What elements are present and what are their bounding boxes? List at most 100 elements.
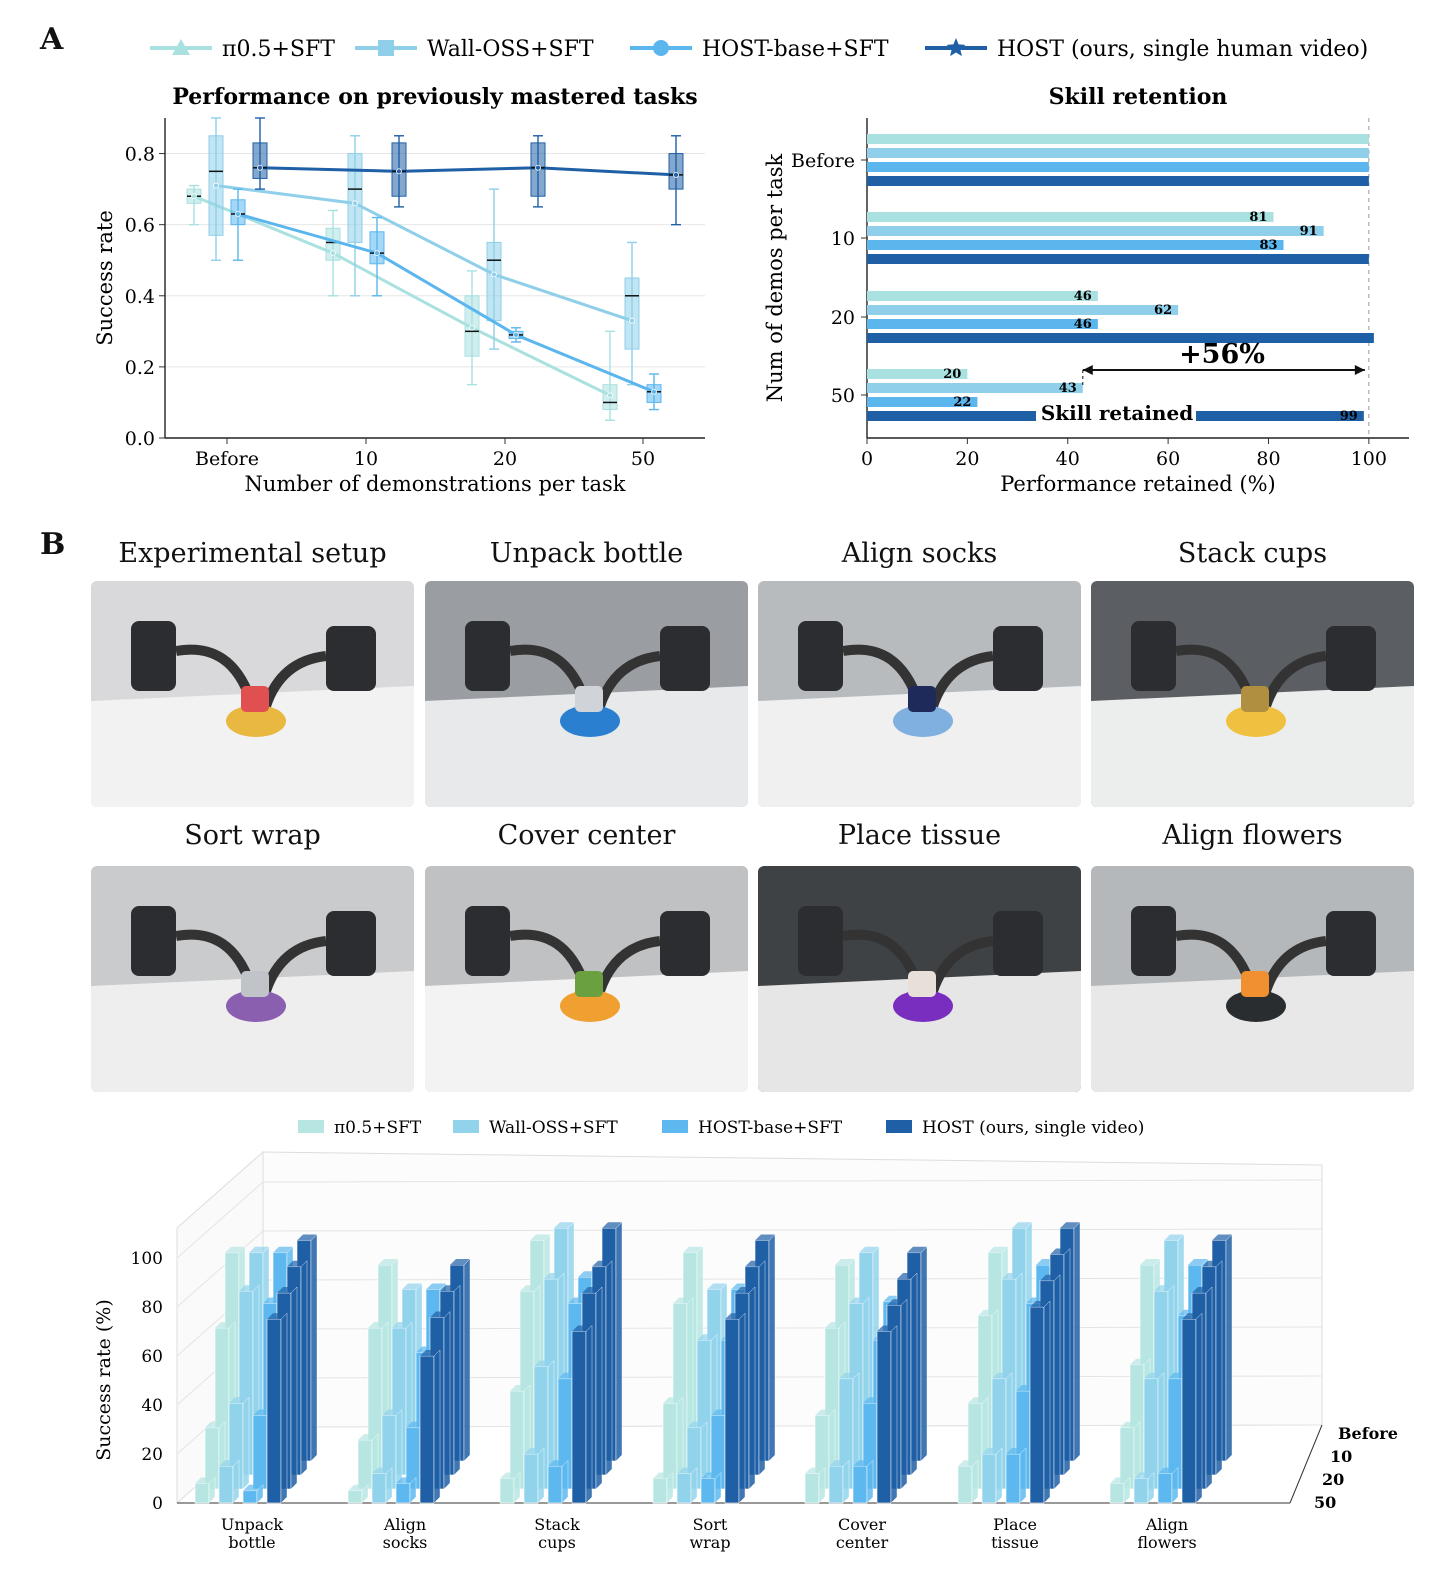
chart3-bar-side xyxy=(409,1476,417,1504)
chart3-bar-side xyxy=(1205,1286,1213,1490)
chart3-bar-top xyxy=(835,1259,855,1265)
chart3-bar-side xyxy=(920,1246,928,1462)
chart2-bar-label: 46 xyxy=(1074,317,1092,332)
legend-label: π0.5+SFT xyxy=(222,37,335,62)
chart3-category-label: Stack xyxy=(534,1515,580,1534)
chart3-bar-side xyxy=(714,1472,722,1504)
chart2-delta-label: +56% xyxy=(1179,339,1265,370)
chart3-bar-top xyxy=(701,1472,721,1479)
chart3-bar-side xyxy=(1215,1260,1223,1476)
chart3-gridline xyxy=(176,1230,264,1308)
chart3-bar-top xyxy=(602,1222,622,1229)
chart3-bar-top xyxy=(1134,1472,1154,1479)
chart3-bar-side xyxy=(537,1447,545,1504)
legend-marker-triangle xyxy=(172,39,190,55)
chart3-bar-top xyxy=(725,1313,745,1320)
chart3-bar xyxy=(676,1473,692,1504)
chart3-bar-top xyxy=(277,1287,297,1293)
chart1-mean-point xyxy=(513,331,519,338)
chart1-mean-point xyxy=(374,250,380,257)
chart3-legend-label: Wall-OSS+SFT xyxy=(489,1118,618,1138)
chart3-bar-top xyxy=(426,1283,446,1290)
chart3-bar xyxy=(828,1465,844,1504)
chart2-bar xyxy=(867,369,968,379)
chart1-mean-point xyxy=(469,324,475,331)
chart2-bar-label: 22 xyxy=(953,395,971,410)
chart3-bar xyxy=(547,1465,563,1504)
chart1-ytick-label: 0.6 xyxy=(125,215,155,237)
chart3-bar xyxy=(357,1439,373,1490)
chart3-bar-side xyxy=(561,1459,569,1504)
chart2-bar-label: 81 xyxy=(1249,210,1267,225)
chart3-bar-top xyxy=(1120,1421,1140,1428)
chart1-box xyxy=(369,231,385,265)
chart3-bar-top xyxy=(1110,1477,1130,1484)
chart3-bar-top xyxy=(450,1259,470,1265)
chart3-legend-swatch xyxy=(662,1120,688,1133)
chart3-bar xyxy=(1133,1478,1149,1504)
chart3-bar-top xyxy=(582,1287,602,1293)
chart3-bar-top xyxy=(402,1283,422,1290)
chart3-ytick-label: 40 xyxy=(141,1396,163,1416)
chart3-bar-top xyxy=(420,1350,440,1356)
chart2-bar xyxy=(867,162,1369,172)
chart3-bar-top xyxy=(372,1467,392,1474)
chart3-bar-top xyxy=(348,1484,368,1491)
chart3-bar-top xyxy=(687,1421,707,1428)
chart3-bar xyxy=(957,1465,973,1504)
chart1-mean-point xyxy=(213,182,219,189)
chart3-ytick-label: 20 xyxy=(141,1445,163,1465)
chart3-bar-top xyxy=(548,1460,568,1467)
chart3-bar-side xyxy=(1073,1221,1081,1462)
chart1-box xyxy=(668,153,684,190)
chart3-bar-side xyxy=(615,1221,623,1462)
chart3-bar xyxy=(571,1331,587,1504)
chart3-bar-side xyxy=(910,1272,918,1476)
chart2-delta-arrowhead xyxy=(1354,365,1365,375)
panel-b-label: B xyxy=(40,527,66,562)
chart3-bar-top xyxy=(378,1259,398,1265)
chart3-bar-top xyxy=(859,1246,879,1253)
chart2-xtick-label: 80 xyxy=(1256,448,1280,470)
chart3-bar-top xyxy=(1144,1372,1164,1379)
chart3-bar xyxy=(1181,1318,1197,1504)
chart3-bar-side xyxy=(971,1459,979,1504)
chart2-retained-bg xyxy=(1036,402,1196,424)
chart2-bar xyxy=(867,319,1098,329)
chart1-xlabel: Number of demonstrations per task xyxy=(244,472,625,496)
chart3-legend-swatch xyxy=(886,1120,912,1133)
chart3-bar-top xyxy=(510,1385,530,1391)
chart3-legend-label: HOST (ours, single video) xyxy=(922,1118,1144,1138)
chart3-bar-top xyxy=(382,1409,402,1416)
chart3-bar-top xyxy=(1182,1313,1202,1320)
chart3-bar-side xyxy=(1063,1248,1071,1476)
chart3-bar-top xyxy=(440,1285,460,1292)
chart3-bar-top xyxy=(735,1287,755,1293)
chart3-bar-top xyxy=(396,1477,416,1484)
chart3-category-label: tissue xyxy=(991,1533,1039,1552)
chart1-title: Performance on previously mastered tasks xyxy=(172,84,697,110)
chart2-xlabel: Performance retained (%) xyxy=(1000,472,1275,496)
chart3-bar-top xyxy=(430,1311,450,1318)
chart3-bar-top xyxy=(205,1421,225,1428)
chart3-bar xyxy=(194,1483,210,1504)
chart3-bar-side xyxy=(300,1260,308,1476)
chart2-bar xyxy=(867,254,1369,264)
chart2-bar xyxy=(867,212,1274,222)
chart3-ytick-label: 100 xyxy=(131,1249,163,1269)
chart2-bar xyxy=(867,148,1369,158)
chart3-bar-top xyxy=(1002,1273,1022,1279)
chart3-bar-top xyxy=(1158,1467,1178,1474)
chart3-bar-top xyxy=(544,1273,564,1279)
chart3-bar-top xyxy=(219,1460,239,1467)
chart3-bar-side xyxy=(463,1258,471,1462)
chart2-title: Skill retention xyxy=(1049,84,1228,110)
chart2-bar xyxy=(867,176,1369,186)
chart3-bar-top xyxy=(195,1477,215,1484)
chart3-ytick-label: 0 xyxy=(152,1494,163,1514)
chart3-bar xyxy=(1029,1306,1045,1504)
chart3-category-label: bottle xyxy=(228,1533,275,1552)
chart3-gridline xyxy=(176,1181,264,1259)
chart3-bar xyxy=(724,1318,740,1504)
chart3-bar-side xyxy=(443,1311,451,1490)
